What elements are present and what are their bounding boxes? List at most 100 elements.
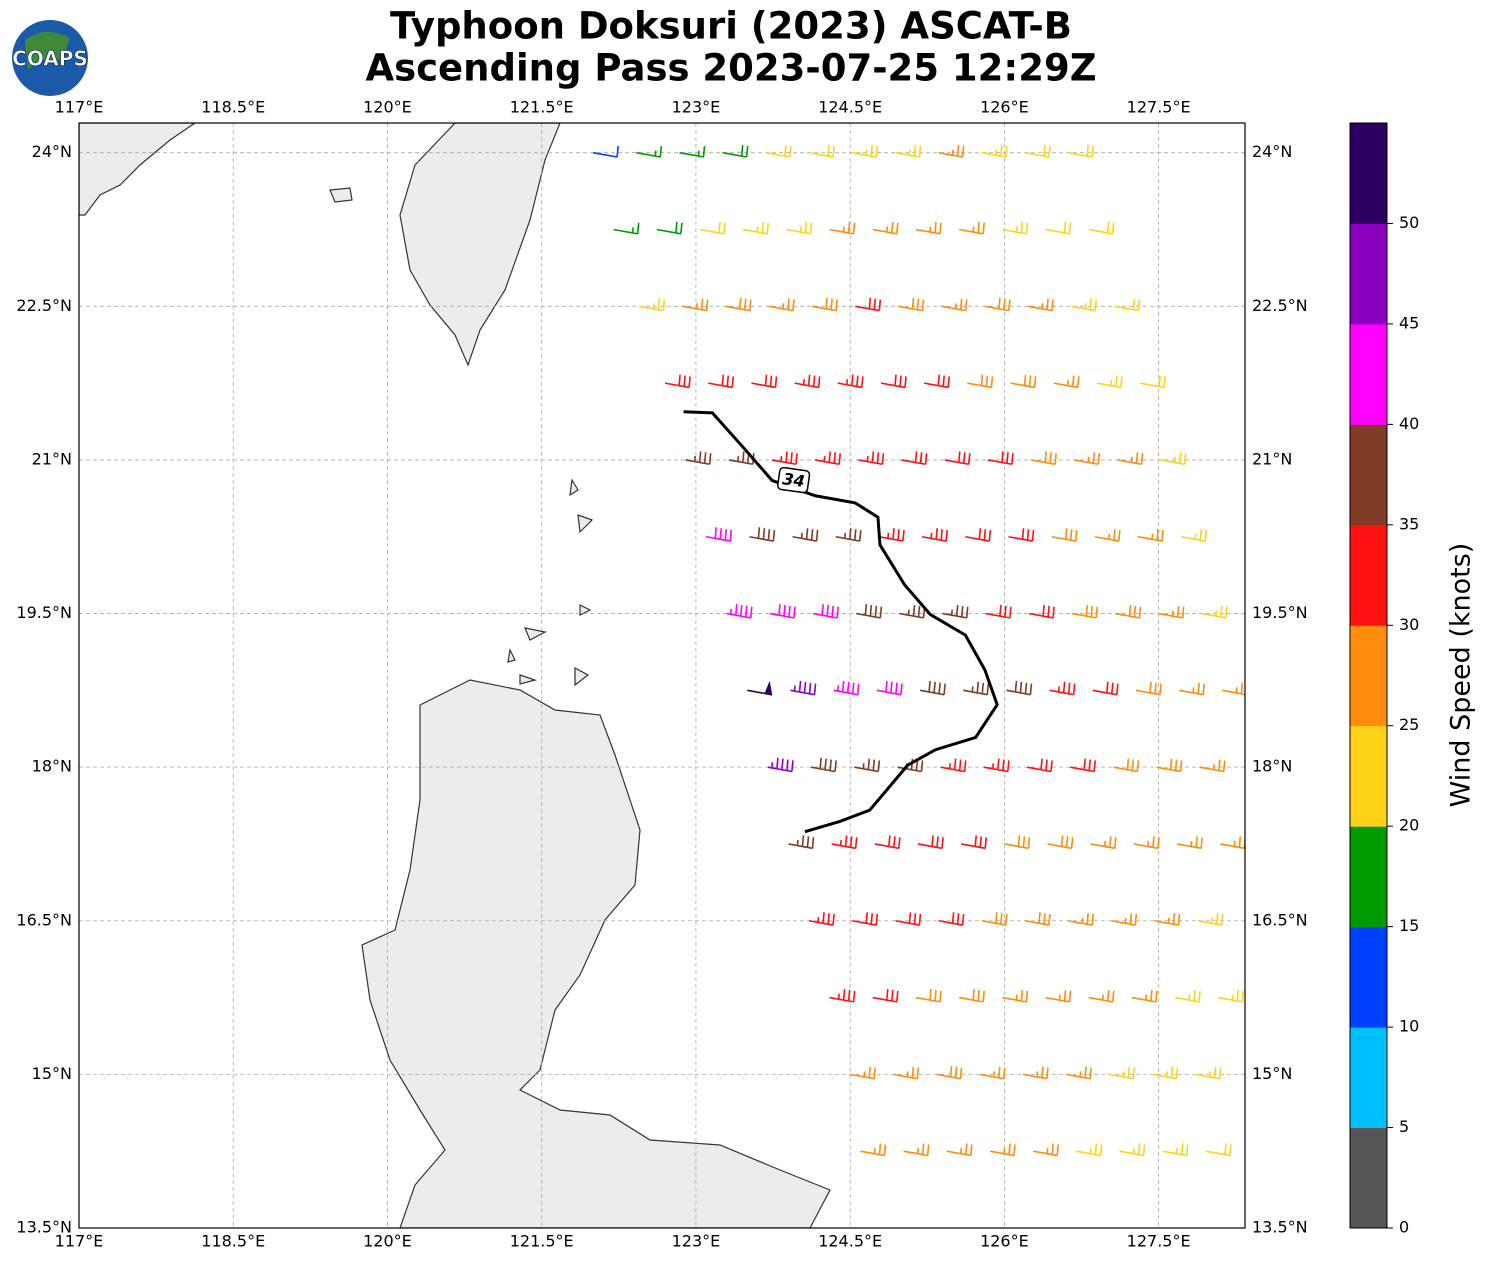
lon-tick-label: 120°E (363, 1232, 412, 1251)
wind-barb (1135, 681, 1162, 696)
wind-barb (981, 145, 1008, 158)
wind-barb (961, 835, 988, 850)
island (329, 187, 353, 203)
wind-barb (768, 298, 795, 312)
lat-tick-label: 22.5°N (16, 296, 72, 315)
wind-barb (639, 298, 666, 312)
colorbar-tick-label: 45 (1399, 313, 1419, 332)
colorbar-tick-label: 35 (1399, 514, 1419, 533)
wind-barb (765, 145, 792, 158)
lon-tick-label: 121.5°E (510, 1232, 574, 1251)
wind-barb (984, 297, 1011, 312)
lat-tick-label: 19.5°N (16, 603, 72, 622)
lat-tick-label: 15°N (32, 1064, 72, 1083)
wind-barb (895, 912, 922, 926)
wind-barb (794, 374, 821, 389)
wind-barb (1026, 758, 1053, 773)
wind-barb (967, 374, 994, 389)
wind-barb (981, 912, 1008, 926)
wind-barb (1133, 836, 1160, 850)
logo-text: COAPS (12, 47, 88, 71)
wind-barb (1205, 1143, 1232, 1157)
lat-tick-label: 18°N (32, 757, 72, 776)
wind-barb (1045, 221, 1072, 235)
wind-barb (852, 912, 879, 926)
wind-barb (685, 451, 712, 466)
wind-barb (1114, 298, 1141, 312)
colorbar-tick-label: 10 (1399, 1017, 1419, 1036)
wind-barb (1218, 989, 1245, 1003)
contour-line (683, 410, 999, 834)
wind-barb (837, 374, 864, 389)
wind-barb (679, 145, 706, 158)
wind-barb (1094, 529, 1121, 542)
lon-tick-label: 124.5°E (818, 98, 882, 117)
wind-barb (815, 451, 842, 466)
colorbar-tick-label: 25 (1399, 715, 1419, 734)
wind-barb (987, 451, 1014, 466)
wind-barb (769, 604, 796, 619)
wind-barb (656, 221, 683, 235)
wind-barb (1117, 452, 1144, 466)
lon-tick-label: 124.5°E (818, 1232, 882, 1251)
title-line: Typhoon Doksuri (2023) ASCAT-B (390, 5, 1072, 48)
wind-barb (725, 297, 752, 312)
lat-tick-label: 22.5°N (1252, 296, 1308, 315)
lon-tick-label: 118.5°E (201, 98, 265, 117)
wind-barb (959, 989, 985, 1003)
wind-barb (1074, 452, 1101, 466)
wind-barb (1030, 451, 1057, 466)
wind-barb (872, 989, 899, 1003)
lat-tick-label: 21°N (32, 449, 72, 468)
wind-barb (1072, 604, 1099, 619)
lon-tick-label: 127.5°E (1127, 1232, 1191, 1251)
wind-barb (831, 835, 858, 850)
lon-tick-label: 121.5°E (510, 98, 574, 117)
wind-barb (636, 145, 663, 158)
wind-barb (682, 298, 709, 312)
wind-barb (1113, 758, 1140, 773)
wind-barb (1137, 529, 1164, 542)
wind-barb (808, 145, 835, 158)
wind-barb (941, 298, 968, 312)
colorbar-segment (1350, 926, 1387, 1028)
wind-barb (1179, 682, 1206, 696)
colorbar-segment (1350, 826, 1387, 928)
wind-barb (915, 221, 942, 235)
wind-barb (1049, 681, 1076, 696)
wind-barb (854, 758, 881, 773)
lat-tick-label: 13.5°N (16, 1218, 72, 1237)
wind-barb (860, 1143, 887, 1157)
wind-barb (1195, 1066, 1222, 1080)
colorbar-segment (1350, 424, 1387, 526)
wind-barb (829, 221, 856, 235)
wind-barb (743, 221, 770, 235)
wind-barb (1176, 836, 1203, 850)
colorbar-tick-label: 5 (1399, 1117, 1409, 1136)
wind-barb (1004, 835, 1031, 850)
wind-barb (1090, 836, 1117, 850)
wind-barb (1199, 759, 1226, 773)
wind-barb (699, 221, 726, 235)
wind-barb (1028, 604, 1055, 619)
wind-barb (1181, 529, 1208, 542)
colorbar-tick-label: 0 (1399, 1218, 1409, 1237)
wind-barb (664, 374, 691, 389)
colorbar-tick-label: 40 (1399, 414, 1419, 433)
wind-barb (1002, 989, 1029, 1003)
wind-barb (1197, 913, 1224, 926)
lon-tick-label: 118.5°E (201, 1232, 265, 1251)
wind-barb (940, 758, 967, 773)
mainland (79, 123, 197, 216)
wind-barb (1022, 1066, 1049, 1080)
wind-barb (924, 374, 951, 389)
wind-barb (938, 912, 965, 926)
colorbar-segment (1350, 625, 1387, 727)
wind-barb (811, 297, 838, 312)
wind-barb (876, 680, 903, 696)
colorbar-segment (1350, 1027, 1387, 1129)
lon-tick-label: 126°E (980, 1232, 1029, 1251)
wind-barb (1076, 1143, 1103, 1157)
wind-barb (833, 680, 860, 696)
lon-tick-label: 117°E (55, 98, 104, 117)
